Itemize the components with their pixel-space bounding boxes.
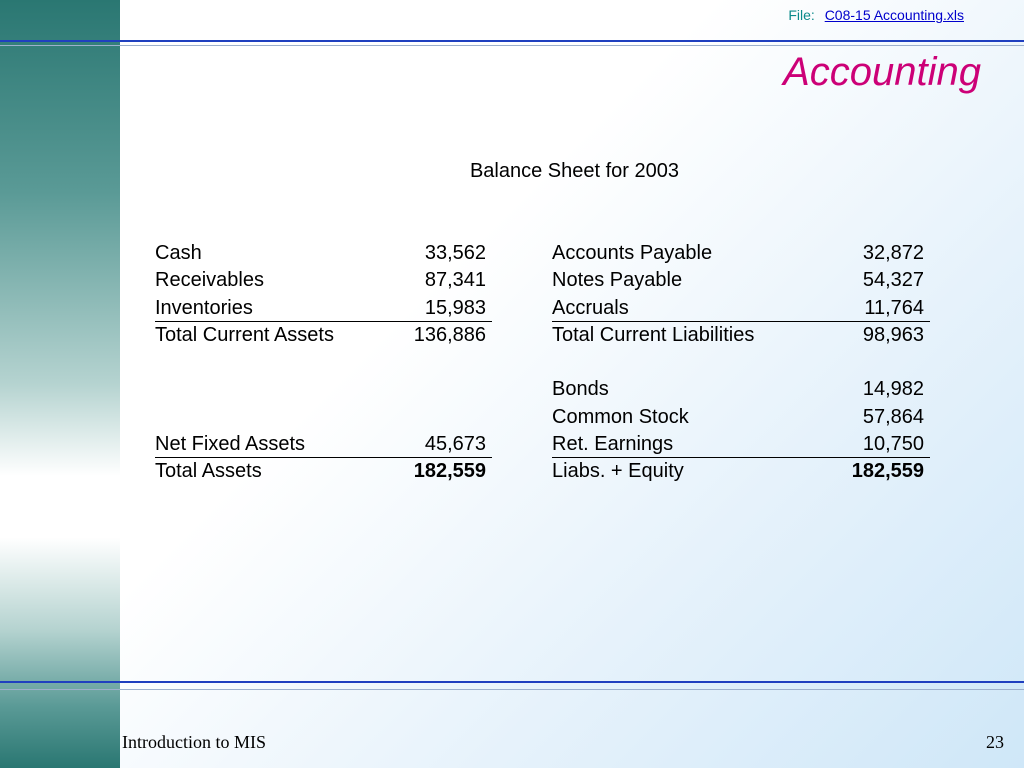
row-label: Notes Payable bbox=[552, 269, 683, 292]
row-label: Ret. Earnings bbox=[552, 433, 674, 456]
file-label: File: bbox=[788, 7, 815, 23]
row-value: 32,872 bbox=[862, 242, 924, 264]
page-title: Accounting bbox=[783, 50, 981, 94]
table-row: Notes Payable 54,327 bbox=[552, 267, 930, 294]
table-row: Receivables 87,341 bbox=[155, 267, 492, 294]
bottom-rule bbox=[0, 681, 1024, 683]
row-label: Inventories bbox=[155, 296, 253, 319]
sidebar-gradient bbox=[0, 0, 120, 768]
table-row: Inventories 15,983 bbox=[155, 295, 492, 322]
table-row: Accruals 11,764 bbox=[552, 295, 930, 322]
row-label: Net Fixed Assets bbox=[155, 433, 306, 456]
row-label: Total Assets bbox=[155, 460, 262, 483]
row-label: Receivables bbox=[155, 269, 264, 292]
bottom-rule-thin bbox=[0, 689, 1024, 690]
table-row: Net Fixed Assets 45,673 bbox=[155, 431, 492, 459]
table-row: Ret. Earnings 10,750 bbox=[552, 431, 930, 459]
row-label: Accounts Payable bbox=[552, 242, 713, 264]
row-value: 87,341 bbox=[424, 269, 486, 292]
row-label: Total Current Liabilities bbox=[552, 323, 755, 346]
row-value: 98,963 bbox=[862, 323, 924, 346]
row-value: 10,750 bbox=[862, 433, 924, 456]
row-value: 33,562 bbox=[424, 242, 486, 264]
table-row: Total Current Assets 136,886 bbox=[155, 322, 492, 349]
row-label: Total Current Assets bbox=[155, 323, 334, 346]
row-value: 54,327 bbox=[862, 269, 924, 292]
top-rule-thin bbox=[0, 45, 1024, 46]
footer-course: Introduction to MIS bbox=[122, 732, 266, 752]
top-rule bbox=[0, 40, 1024, 42]
row-label: Accruals bbox=[552, 296, 629, 319]
assets-table: Cash 33,562 Receivables 87,341 Inventori… bbox=[155, 240, 492, 486]
table-row: Accounts Payable 32,872 bbox=[552, 240, 930, 267]
file-reference: File: C08-15 Accounting.xls bbox=[788, 7, 964, 23]
row-value: 15,983 bbox=[424, 296, 486, 319]
row-label: Cash bbox=[155, 242, 202, 264]
table-row: Total Current Liabilities 98,963 bbox=[552, 322, 930, 349]
row-value: 14,982 bbox=[862, 378, 924, 401]
file-link[interactable]: C08-15 Accounting.xls bbox=[824, 7, 964, 23]
row-value: 136,886 bbox=[413, 323, 486, 346]
page-number: 23 bbox=[986, 732, 1004, 752]
table-row: Cash 33,562 bbox=[155, 240, 492, 267]
row-value: 182,559 bbox=[413, 460, 486, 483]
table-row: Common Stock 57,864 bbox=[552, 404, 930, 431]
liabilities-table: Accounts Payable 32,872 Notes Payable 54… bbox=[552, 240, 930, 486]
balance-sheet-heading: Balance Sheet for 2003 bbox=[469, 160, 680, 182]
row-label: Liabs. + Equity bbox=[552, 460, 684, 483]
table-row: Liabs. + Equity 182,559 bbox=[552, 458, 930, 485]
table-row: Bonds 14,982 bbox=[552, 376, 930, 403]
table-row: Total Assets 182,559 bbox=[155, 458, 492, 485]
row-label: Common Stock bbox=[552, 405, 689, 428]
row-value: 45,673 bbox=[424, 433, 486, 456]
row-label: Bonds bbox=[552, 378, 609, 401]
row-value: 57,864 bbox=[862, 405, 924, 428]
row-value: 11,764 bbox=[864, 296, 924, 319]
row-value: 182,559 bbox=[851, 460, 924, 483]
